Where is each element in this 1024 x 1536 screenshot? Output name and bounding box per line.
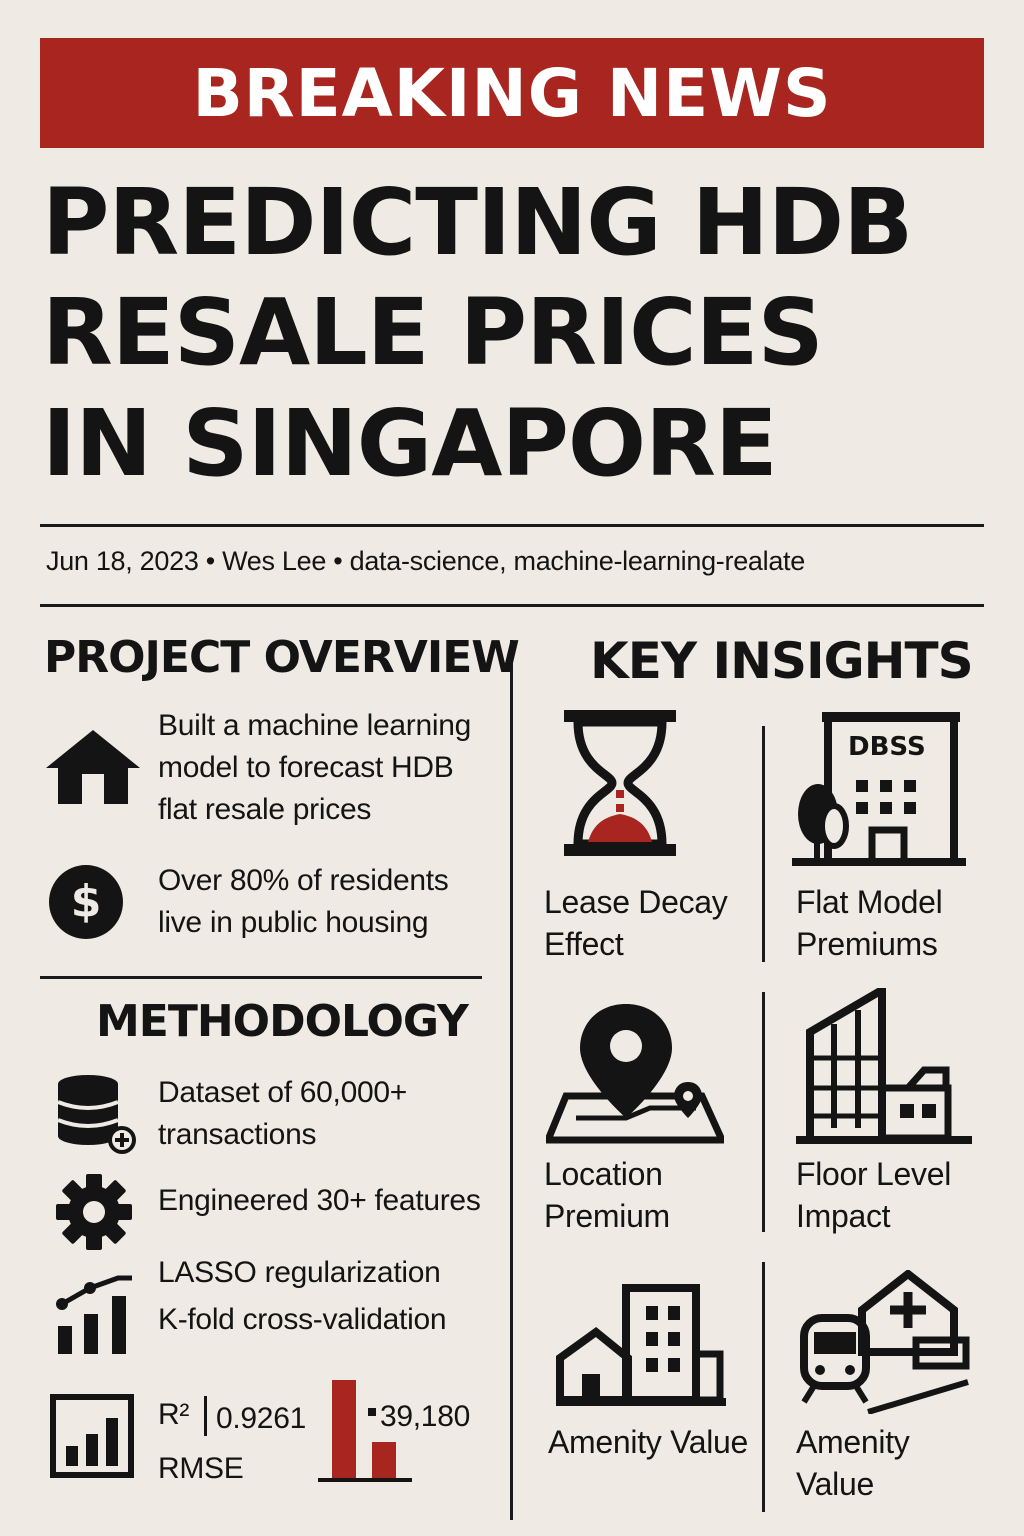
- article-meta: Jun 18, 2023 • Wes Lee • data-science, m…: [46, 546, 805, 576]
- methodology-title: METHODOLOGY: [96, 996, 469, 1047]
- svg-text:$: $: [71, 876, 102, 927]
- dbss-sign: DBSS: [848, 732, 926, 762]
- insights-divider-2: [762, 992, 765, 1232]
- banner-label: BREAKING NEWS: [192, 54, 832, 132]
- insight-4-label: Floor Level Impact: [796, 1156, 951, 1234]
- insight-3-label: Location Premium: [544, 1156, 670, 1234]
- divider-overview: [40, 976, 482, 979]
- overview-item-1-text: Built a machine learning model to foreca…: [158, 709, 471, 826]
- insights-divider-1: [762, 726, 765, 962]
- bar-chart-icon: [50, 1394, 134, 1478]
- rmse-value: 39,180: [380, 1400, 470, 1433]
- gear-icon: [54, 1172, 134, 1252]
- insight-1-label: Lease Decay Effect: [544, 884, 728, 962]
- overview-item-2-text: Over 80% of residents live in public hou…: [158, 864, 449, 939]
- column-divider: [510, 640, 513, 1520]
- insights-divider-3: [762, 1262, 765, 1512]
- hourglass-icon: [560, 708, 680, 858]
- r2-separator: [204, 1396, 207, 1436]
- rmse-label: RMSE: [158, 1452, 244, 1485]
- insights-title: KEY INSIGHTS: [590, 632, 974, 690]
- insight-2-label: Flat Model Premiums: [796, 884, 943, 962]
- red-bar-chart-icon: [318, 1378, 412, 1484]
- r2-label: R²: [158, 1398, 190, 1431]
- headline-line-3: IN SINGAPORE: [42, 389, 778, 497]
- insight-5-label: Amenity Value: [548, 1424, 749, 1460]
- insight-6-label: Amenity Value: [796, 1424, 910, 1502]
- headline-line-2: RESALE PRICES: [42, 279, 824, 387]
- divider-meta: [40, 604, 984, 607]
- methodology-item-1-text: Dataset of 60,000+ transactions: [158, 1076, 407, 1151]
- location-pin-icon: [546, 1000, 724, 1144]
- train-hospital-icon: [798, 1270, 970, 1414]
- r2-value: 0.9261: [216, 1402, 306, 1435]
- trend-chart-icon: [54, 1274, 138, 1356]
- headline: PREDICTING HDB RESALE PRICES IN SINGAPOR…: [42, 168, 1002, 499]
- breaking-news-banner: BREAKING NEWS: [40, 38, 984, 148]
- dbss-building-icon: [792, 710, 966, 868]
- overview-title: PROJECT OVERVIEW: [44, 632, 520, 683]
- methodology-item-3-text: LASSO regularization K-fold cross-valida…: [158, 1256, 447, 1336]
- house-icon: [44, 728, 142, 806]
- divider-top: [40, 524, 984, 527]
- methodology-item-2-text: Engineered 30+ features: [158, 1184, 481, 1217]
- rmse-bullet: [368, 1408, 376, 1416]
- database-icon: [56, 1074, 136, 1154]
- neighborhood-icon: [556, 1282, 726, 1408]
- highrise-icon: [796, 988, 972, 1146]
- headline-line-1: PREDICTING HDB: [42, 169, 913, 276]
- dollar-icon: $: [48, 864, 124, 940]
